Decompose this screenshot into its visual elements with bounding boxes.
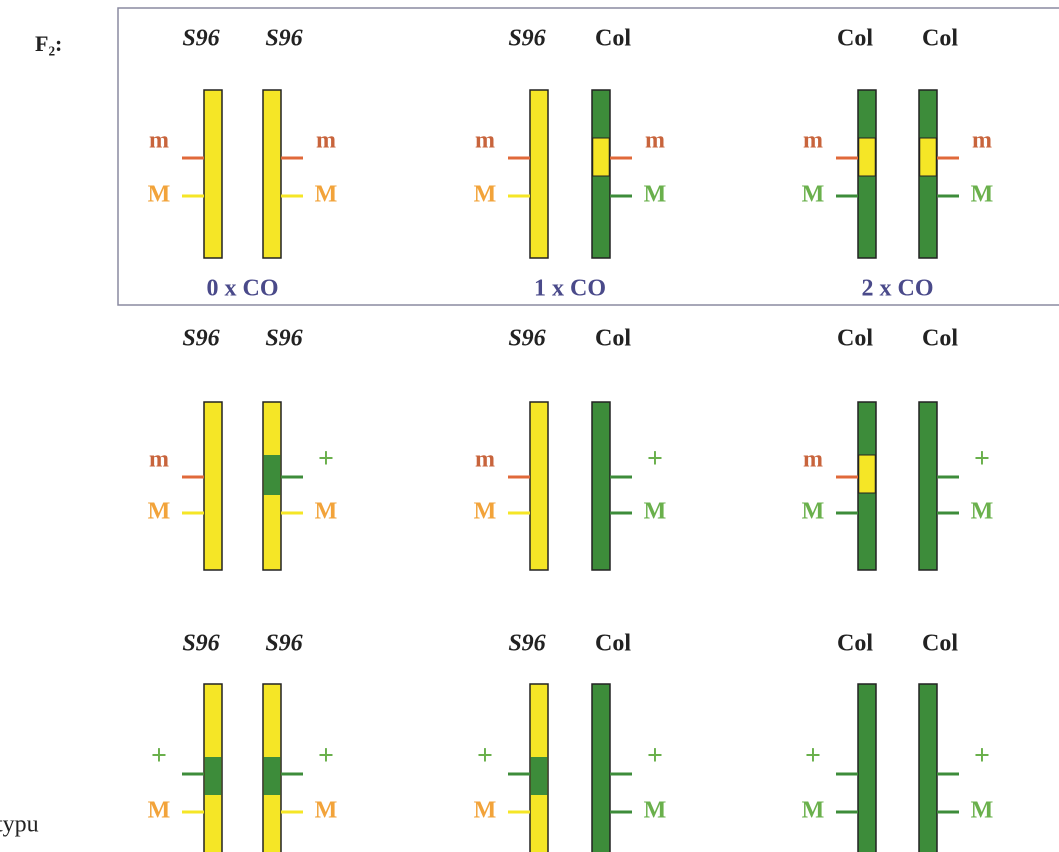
marker-label: M	[474, 182, 497, 208]
marker-label: +	[647, 740, 663, 771]
marker-label: m	[972, 128, 992, 154]
genotype-label: S96	[265, 326, 302, 352]
marker-label: M	[315, 182, 338, 208]
chromosome-segment	[264, 757, 281, 795]
marker-label: M	[148, 798, 171, 824]
marker-label: M	[315, 798, 338, 824]
crossover-label: 0 x CO	[207, 276, 279, 302]
marker-label: +	[974, 443, 990, 474]
genotype-label: S96	[265, 631, 302, 657]
marker-label: +	[151, 740, 167, 771]
genotype-label: S96	[182, 326, 219, 352]
marker-label: M	[148, 182, 171, 208]
genotype-label: Col	[595, 326, 631, 352]
genotype-label: Col	[837, 26, 873, 52]
chromosome	[530, 90, 548, 258]
chromosome	[919, 684, 937, 852]
chromosome	[592, 684, 610, 852]
chromosome	[204, 90, 222, 258]
marker-label: M	[802, 182, 825, 208]
marker-label: M	[644, 182, 667, 208]
marker-label: M	[971, 182, 994, 208]
chromosome-segment	[264, 455, 281, 495]
chromosome-segment	[593, 138, 610, 176]
marker-label: m	[475, 128, 495, 154]
marker-label: M	[802, 499, 825, 525]
chromosome-segment	[920, 138, 937, 176]
marker-label: M	[474, 798, 497, 824]
crossover-label: 2 x CO	[862, 276, 934, 302]
marker-label: M	[474, 499, 497, 525]
marker-label: +	[647, 443, 663, 474]
marker-label: +	[318, 740, 334, 771]
genotype-label: Col	[837, 631, 873, 657]
marker-label: +	[805, 740, 821, 771]
marker-label: m	[803, 128, 823, 154]
genotype-label: Col	[595, 631, 631, 657]
genotype-label: S96	[182, 26, 219, 52]
footer-text: typu	[0, 812, 39, 838]
diagram: F₂: typu S96mMS96mM0 x COS96mMColmM1 x C…	[0, 0, 1059, 852]
marker-label: M	[315, 499, 338, 525]
genotype-label: S96	[508, 26, 545, 52]
genotype-label: Col	[922, 631, 958, 657]
genotype-label: Col	[922, 26, 958, 52]
chromosome-segment	[531, 757, 548, 795]
chromosome-segment	[859, 455, 876, 493]
marker-label: +	[974, 740, 990, 771]
chromosome-segment	[205, 757, 222, 795]
chromosome	[530, 402, 548, 570]
f2-box	[118, 8, 1059, 305]
genotype-label: S96	[508, 631, 545, 657]
chromosome	[919, 402, 937, 570]
marker-label: M	[644, 798, 667, 824]
marker-label: M	[971, 499, 994, 525]
marker-label: M	[148, 499, 171, 525]
marker-label: m	[803, 447, 823, 473]
genotype-label: S96	[265, 26, 302, 52]
genotype-label: Col	[595, 26, 631, 52]
chromosome	[204, 402, 222, 570]
marker-label: m	[645, 128, 665, 154]
marker-label: m	[316, 128, 336, 154]
marker-label: +	[318, 443, 334, 474]
marker-label: M	[644, 499, 667, 525]
chromosome-segment	[859, 138, 876, 176]
genotype-label: S96	[182, 631, 219, 657]
genotype-label: Col	[922, 326, 958, 352]
crossover-label: 1 x CO	[534, 276, 606, 302]
marker-label: +	[477, 740, 493, 771]
marker-label: M	[971, 798, 994, 824]
chromosome	[592, 402, 610, 570]
chromosome	[858, 684, 876, 852]
marker-label: M	[802, 798, 825, 824]
genotype-label: Col	[837, 326, 873, 352]
chromosome	[263, 90, 281, 258]
generation-label: F₂:	[35, 31, 62, 56]
marker-label: m	[149, 128, 169, 154]
marker-label: m	[475, 447, 495, 473]
genotype-label: S96	[508, 326, 545, 352]
marker-label: m	[149, 447, 169, 473]
